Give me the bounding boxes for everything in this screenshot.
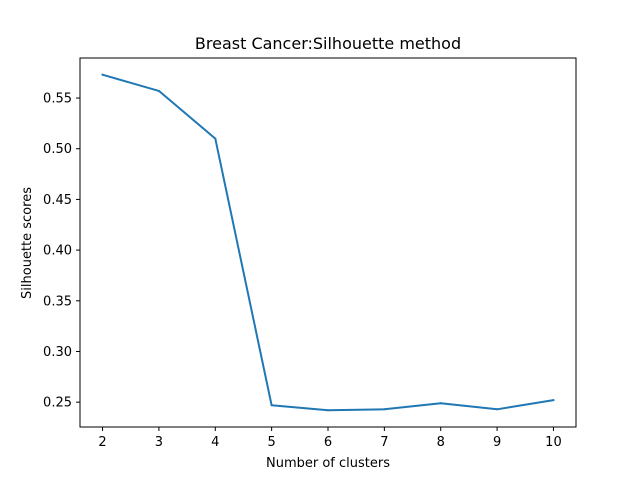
y-tick-label: 0.35 xyxy=(43,294,72,309)
x-tick-label: 9 xyxy=(493,435,501,450)
data-point xyxy=(270,404,273,407)
plot-area xyxy=(101,73,555,412)
data-point xyxy=(496,408,499,411)
y-tick-label: 0.25 xyxy=(43,396,72,411)
chart-title: Breast Cancer:Silhouette method xyxy=(195,34,461,53)
x-tick-label: 2 xyxy=(98,435,106,450)
x-tick-label: 8 xyxy=(437,435,445,450)
x-tick-label: 6 xyxy=(324,435,332,450)
data-point xyxy=(439,402,442,405)
data-point xyxy=(327,409,329,412)
y-tick-label: 0.40 xyxy=(43,244,72,259)
data-point xyxy=(383,408,386,411)
x-tick-label: 10 xyxy=(545,435,562,450)
y-tick-label: 0.45 xyxy=(43,193,72,208)
x-tick-label: 7 xyxy=(380,435,388,450)
data-point xyxy=(552,399,555,402)
y-tick-label: 0.50 xyxy=(43,142,72,157)
x-tick-label: 5 xyxy=(267,435,275,450)
x-axis-label: Number of clusters xyxy=(266,456,390,471)
data-point xyxy=(157,89,160,92)
x-tick-label: 4 xyxy=(211,435,219,450)
y-tick-label: 0.30 xyxy=(43,345,72,360)
data-point xyxy=(101,73,104,76)
data-point xyxy=(214,137,217,140)
y-tick-label: 0.55 xyxy=(43,92,72,107)
x-tick-label: 3 xyxy=(155,435,163,450)
y-axis-label: Silhouette scores xyxy=(20,187,35,299)
